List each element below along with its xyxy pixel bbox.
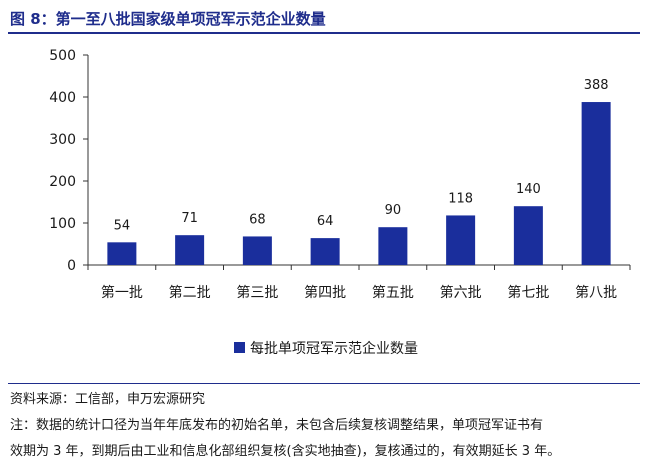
bar — [581, 102, 611, 265]
y-tick-label: 0 — [67, 258, 76, 274]
note-line-2: 效期为 3 年，到期后由工业和信息化部组织复核(含实地抽查)，复核通过的，有效期… — [10, 444, 561, 459]
figure-title: 图 8：第一至八批国家级单项冠军示范企业数量 — [10, 10, 326, 28]
x-axis: 第一批 第二批 第三批 第四批 第五批 第六批 第七批 第八批 — [87, 264, 631, 301]
y-tick-label: 200 — [49, 174, 76, 190]
bar — [310, 238, 340, 265]
legend-swatch — [234, 342, 245, 353]
legend: 每批单项冠军示范企业数量 — [234, 340, 418, 357]
bar-chart: 0 100 200 300 400 500 第一批 第二批 第三批 第四批 第五批 第六批 第七批 第八… — [49, 48, 631, 357]
x-tick-label: 第三批 — [236, 284, 278, 301]
data-labels: 54 71 68 64 90 118 140 388 — [114, 78, 609, 233]
bar-value-label: 118 — [448, 191, 473, 206]
bar — [513, 206, 543, 265]
x-tick-label: 第一批 — [101, 284, 143, 301]
source-note: 资料来源：工信部，申万宏源研究 — [10, 392, 206, 407]
bar-value-label: 54 — [114, 218, 131, 233]
bar-value-label: 90 — [385, 203, 402, 218]
x-tick-label: 第五批 — [372, 284, 414, 301]
title-rule — [8, 32, 640, 34]
x-tick-label: 第八批 — [575, 284, 617, 301]
bar — [107, 242, 137, 265]
y-tick-label: 400 — [49, 90, 76, 106]
x-tick-label: 第七批 — [507, 284, 549, 301]
bar — [175, 235, 205, 265]
legend-label: 每批单项冠军示范企业数量 — [250, 340, 418, 357]
bar — [242, 236, 272, 265]
bar-value-label: 68 — [249, 212, 266, 227]
y-axis: 0 100 200 300 400 500 — [49, 48, 89, 274]
bar-value-label: 64 — [317, 214, 334, 229]
x-tick-label: 第四批 — [304, 284, 346, 301]
bar — [378, 227, 408, 265]
y-tick-label: 300 — [49, 132, 76, 148]
y-tick-label: 100 — [49, 216, 76, 232]
y-tick-label: 500 — [49, 48, 76, 64]
footer-rule — [8, 383, 640, 384]
note-line-1: 注：数据的统计口径为当年年底发布的初始名单，未包含后续复核调整结果，单项冠军证书… — [10, 418, 544, 433]
bar-value-label: 388 — [584, 78, 609, 93]
bar-value-label: 140 — [516, 182, 541, 197]
x-tick-label: 第二批 — [169, 284, 211, 301]
bar — [446, 215, 476, 265]
bar-series — [107, 102, 611, 265]
x-tick-label: 第六批 — [440, 284, 482, 301]
bar-value-label: 71 — [181, 211, 198, 226]
